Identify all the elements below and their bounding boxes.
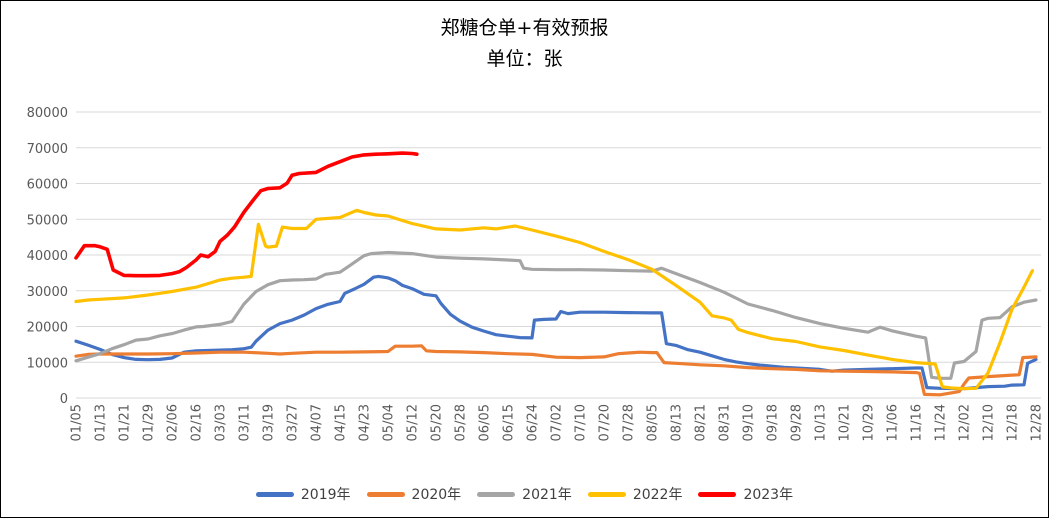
x-tick-label: 07/28	[622, 404, 637, 441]
legend-swatch-2020年	[366, 491, 405, 497]
legend-swatch-2023年	[698, 491, 737, 497]
y-tick-label: 80000	[27, 106, 68, 121]
legend-label: 2021年	[522, 487, 572, 503]
x-tick-label: 05/12	[406, 404, 421, 441]
x-tick-label: 08/21	[694, 404, 709, 441]
x-tick-label: 08/13	[670, 404, 685, 441]
x-tick-label: 04/07	[310, 404, 325, 441]
chart-legend: 2019年 2020年 2021年 2022年 2023年	[1, 484, 1048, 504]
x-tick-label: 01/13	[94, 404, 109, 441]
x-tick-label: 05/04	[382, 404, 397, 441]
legend-item-2022年: 2022年	[587, 484, 683, 504]
chart-subtitle: 单位：张	[486, 48, 563, 70]
x-tick-label: 09/10	[742, 404, 757, 441]
x-tick-label: 07/10	[574, 404, 589, 441]
y-tick-label: 60000	[27, 178, 68, 193]
legend-item-2019年: 2019年	[255, 484, 351, 504]
x-tick-label: 06/05	[478, 404, 493, 441]
x-tick-label: 03/19	[262, 404, 277, 441]
y-tick-label: 10000	[27, 356, 68, 371]
x-tick-label: 11/06	[886, 404, 901, 441]
legend-item-2020年: 2020年	[366, 484, 462, 504]
y-tick-label: 0	[60, 392, 68, 407]
x-tick-label: 04/23	[358, 404, 373, 441]
legend-item-2023年: 2023年	[698, 484, 793, 504]
chart-title-block: 郑糖仓单+有效预报 单位：张	[1, 13, 1048, 75]
y-tick-label: 40000	[27, 249, 68, 264]
legend-label: 2023年	[743, 487, 794, 503]
series-line-2020年	[74, 344, 1038, 397]
legend-swatch-2021年	[477, 491, 516, 497]
x-tick-label: 12/10	[982, 404, 997, 441]
x-tick-label: 09/18	[766, 404, 781, 441]
x-tick-label: 10/29	[862, 404, 877, 441]
x-tick-label: 12/28	[1030, 404, 1045, 441]
chart-title: 郑糖仓单+有效预报	[440, 17, 609, 39]
x-tick-label: 03/27	[286, 404, 301, 441]
legend-swatch-2019年	[255, 491, 294, 497]
x-tick-label: 05/20	[430, 404, 445, 441]
x-tick-label: 11/16	[910, 404, 925, 441]
x-tick-label: 08/05	[646, 404, 661, 441]
x-tick-label: 06/24	[526, 404, 541, 441]
series-line-2022年	[74, 208, 1035, 391]
series-line-2021年	[74, 250, 1038, 380]
legend-item-2021年: 2021年	[477, 484, 572, 504]
x-tick-label: 11/24	[934, 404, 949, 441]
x-tick-label: 02/16	[190, 404, 205, 441]
legend-label: 2020年	[411, 487, 462, 503]
series-line-2023年	[74, 151, 419, 278]
x-tick-label: 03/03	[214, 404, 229, 441]
x-tick-label: 01/05	[70, 404, 85, 441]
x-tick-label: 02/06	[166, 404, 181, 441]
legend-label: 2022年	[632, 487, 683, 503]
x-tick-label: 01/29	[142, 404, 157, 441]
x-tick-label: 10/13	[814, 404, 829, 441]
x-tick-label: 12/02	[958, 404, 973, 441]
x-tick-label: 03/11	[238, 404, 253, 441]
y-tick-label: 70000	[27, 142, 68, 157]
x-tick-label: 05/28	[454, 404, 469, 441]
x-tick-label: 12/18	[1006, 404, 1021, 441]
y-tick-label: 30000	[27, 285, 68, 300]
legend-label: 2019年	[300, 487, 351, 503]
x-tick-label: 10/21	[838, 404, 853, 441]
x-tick-label: 04/15	[334, 404, 349, 441]
legend-swatch-2022年	[587, 491, 626, 497]
y-tick-label: 50000	[27, 213, 68, 228]
x-tick-label: 07/02	[550, 404, 565, 441]
x-tick-label: 09/28	[790, 404, 805, 441]
x-tick-label: 07/20	[598, 404, 613, 441]
x-tick-label: 06/15	[502, 404, 517, 441]
x-tick-label: 01/21	[118, 404, 133, 441]
y-tick-label: 20000	[27, 321, 68, 336]
x-tick-label: 08/31	[718, 404, 733, 441]
